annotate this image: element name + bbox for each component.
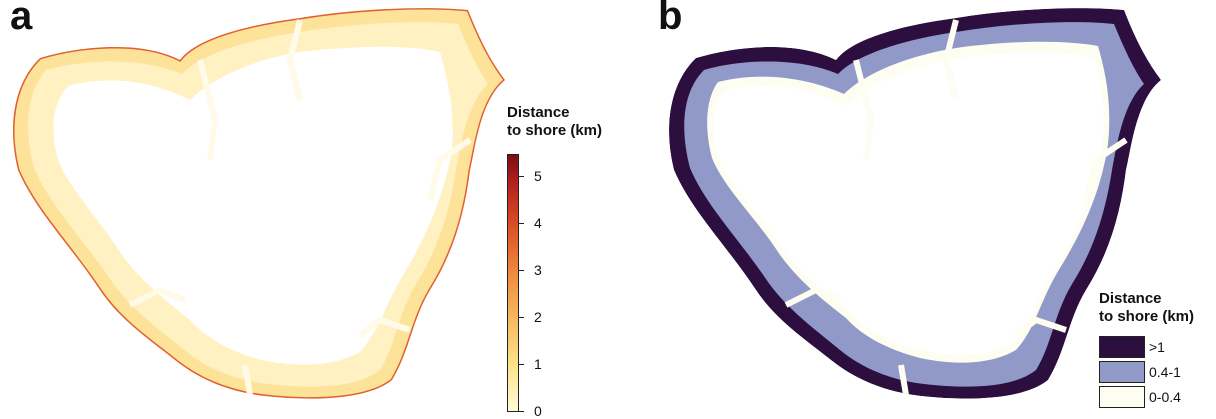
colorbar-tick: [519, 317, 524, 319]
legend-a-title-line2: to shore (km): [507, 122, 603, 139]
channel-a-5: [358, 316, 411, 338]
legend-b-title-line2: to shore (km): [1099, 308, 1195, 325]
legend-swatch: [1099, 361, 1145, 383]
channel-b-4: [784, 286, 843, 308]
colorbar-tick-label: 3: [534, 262, 542, 279]
panel-a: a Distance to shore (km) 0 1 2 3 4 5: [0, 0, 608, 418]
colorbar-tick-label: 1: [534, 356, 542, 373]
colorbar-tick: [519, 223, 524, 225]
legend-a-title: Distance to shore (km): [507, 104, 607, 140]
panel-b: b Distance to shore (km) >1 0.4-1 0-0.4: [608, 0, 1216, 418]
colorbar-tick: [519, 364, 524, 366]
channel-a-3: [427, 137, 472, 201]
channel-a-1: [197, 59, 219, 161]
legend-swatch: [1099, 336, 1145, 358]
panel-letter-b: b: [658, 0, 683, 38]
channel-b-1: [853, 59, 875, 161]
colorbar-tick-label: 2: [534, 309, 542, 326]
colorbar-tick: [519, 270, 524, 272]
colorbar-tick-label: 0: [534, 403, 542, 419]
channel-b-6: [898, 364, 909, 396]
legend-swatch: [1099, 386, 1145, 408]
colorbar-tick-label: 5: [534, 168, 542, 185]
lagoon-b: [713, 52, 1104, 355]
channel-a-6: [242, 364, 253, 396]
legend-b-title: Distance to shore (km): [1099, 290, 1214, 326]
colorbar-tick-label: 4: [534, 215, 542, 232]
legend-swatch-label: 0-0.4: [1149, 389, 1181, 405]
channel-a-2: [286, 19, 303, 101]
channel-b-2: [942, 19, 959, 101]
panel-letter-a: a: [10, 0, 33, 38]
channel-b-5: [1014, 316, 1067, 338]
lagoon-a: [53, 46, 453, 365]
colorbar-tick: [519, 176, 524, 178]
channel-b-3: [1083, 137, 1128, 201]
colorbar: [507, 154, 519, 412]
legend-b-title-line1: Distance: [1099, 290, 1162, 307]
channel-a-4: [128, 286, 187, 308]
legend-a-title-line1: Distance: [507, 104, 570, 121]
legend-swatch-label: 0.4-1: [1149, 364, 1181, 380]
atoll-map-a: [13, 8, 505, 399]
legend-swatch-label: >1: [1149, 339, 1165, 355]
atoll-map-b: [669, 8, 1161, 399]
colorbar-tick: [519, 411, 524, 412]
